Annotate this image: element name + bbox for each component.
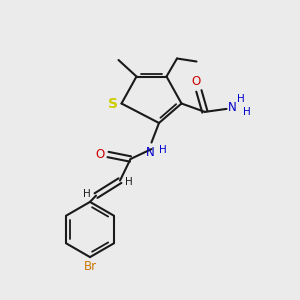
- Text: H: H: [83, 189, 91, 199]
- Text: N: N: [146, 146, 154, 158]
- Text: Br: Br: [83, 260, 97, 272]
- Text: H: H: [125, 177, 133, 187]
- Text: H: H: [237, 94, 245, 104]
- Text: H: H: [243, 107, 251, 117]
- Text: O: O: [96, 148, 105, 161]
- Text: H: H: [159, 145, 167, 155]
- Text: O: O: [192, 75, 201, 88]
- Text: S: S: [108, 97, 118, 110]
- Text: N: N: [228, 101, 237, 114]
